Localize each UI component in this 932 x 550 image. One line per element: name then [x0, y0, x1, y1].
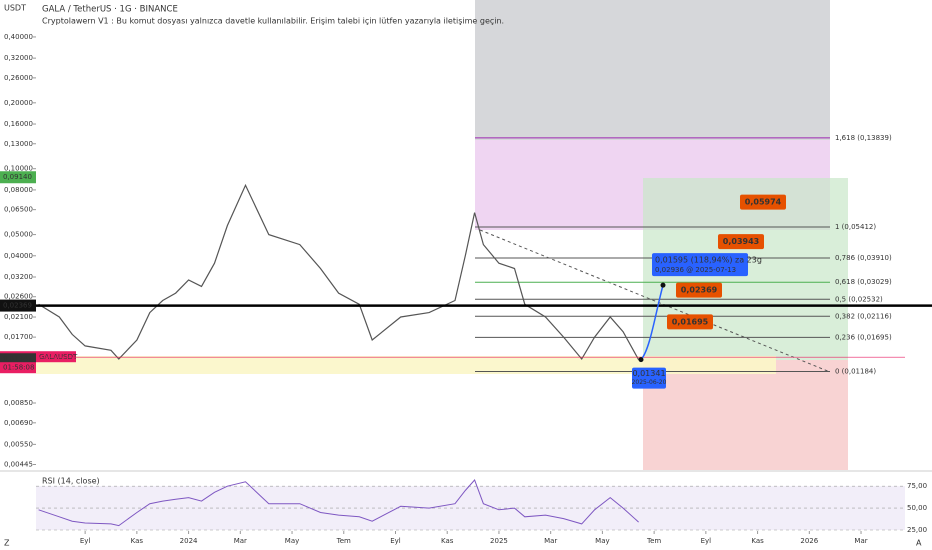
x-tick-label: Tem [646, 537, 661, 545]
fib-label: 0,382 (0,02116) [835, 312, 892, 320]
price-tag-label: 0,09140 [3, 173, 32, 181]
x-tick-label: Kas [751, 537, 764, 545]
target-label: 0,01695 [672, 317, 709, 326]
fib-label: 0 (0,01184) [835, 367, 876, 375]
projection-label: 0,01595 (118,94%) za 23g [655, 256, 762, 265]
target-box [740, 194, 786, 210]
corner-left: Z [4, 539, 10, 548]
y-tick-label: 0,05000 [4, 231, 33, 239]
x-tick-label: 2025 [490, 537, 508, 545]
start-date: 2025-06-20 [632, 379, 667, 386]
x-tick-label: Kas [131, 537, 144, 545]
y-tick-label: 0,01700 [4, 333, 33, 341]
countdown: 01:58:08 [3, 364, 34, 372]
y-tick-label: 0,04000 [4, 252, 33, 260]
target-label: 0,05974 [745, 198, 782, 207]
trend-line [479, 229, 831, 373]
chart-subtitle: Cryptolawern V1 : Bu komut dosyası yalnı… [42, 17, 504, 26]
target-box [676, 282, 722, 298]
target-label: 0,02369 [681, 286, 718, 295]
price-tag: 0,09140 [0, 171, 36, 184]
x-tick-label: Eyl [390, 537, 401, 545]
y-tick-label: 0,13000 [4, 140, 33, 148]
y-tick-label: 0,10000 [4, 165, 33, 173]
x-tick-label: May [595, 537, 609, 545]
rsi-title: RSI (14, close) [42, 477, 100, 486]
y-tick-label: 0,00850 [4, 399, 33, 407]
y-tick-label: 0,06500 [4, 206, 33, 214]
x-tick-label: Mar [544, 537, 557, 545]
y-tick-label: 0,02600 [4, 293, 33, 301]
rsi-tick-label: 25,00 [907, 526, 927, 534]
target-box [718, 234, 764, 250]
rsi-tick-label: 75,00 [907, 482, 927, 490]
y-tick-label: 0,40000 [4, 33, 33, 41]
zone-red [643, 360, 848, 470]
chart-title: GALA / TetherUS · 1G · BINANCE [42, 5, 178, 15]
rsi-tick-label: 50,00 [907, 504, 927, 512]
start-box [632, 367, 666, 389]
y-tick-label: 0,03200 [4, 273, 33, 281]
x-tick-label: May [285, 537, 299, 545]
price-tag-box [0, 299, 36, 312]
x-tick-label: Eyl [80, 537, 91, 545]
price-line [38, 183, 640, 361]
price-tag-label: 0,02369 [3, 302, 32, 310]
target-box [667, 314, 713, 330]
fib-label: 0,786 (0,03910) [835, 254, 892, 262]
fib-label: 0,236 (0,01695) [835, 333, 892, 341]
y-tick-label: 0,00550 [4, 440, 33, 448]
y-tick-label: 0,02100 [4, 313, 33, 321]
projection-path [640, 284, 664, 361]
price-tag: 0,02369 [0, 299, 36, 312]
projection-box [652, 253, 748, 277]
x-tick-label: Tem [336, 537, 351, 545]
x-tick-label: 2026 [800, 537, 818, 545]
zone-gray [475, 0, 830, 140]
fib-label: 1,618 (0,13839) [835, 134, 892, 142]
start-label: 0,01341 [632, 369, 665, 378]
projection-detail: 0,02936 @ 2025-07-13 [655, 266, 736, 274]
corner-right: A [916, 539, 922, 548]
y-tick-label: 0,32000 [4, 54, 33, 62]
fib-label: 1 (0,05412) [835, 223, 876, 231]
x-tick-label: Mar [854, 537, 867, 545]
countdown-box [0, 362, 36, 374]
x-tick-label: Eyl [701, 537, 712, 545]
projection-end [660, 282, 666, 288]
fib-label: 0,5 (0,02532) [835, 295, 883, 303]
price-tag-label: 0,01347 [3, 355, 32, 363]
target-label: 0,03943 [723, 237, 759, 246]
y-tick-label: 0,20000 [4, 99, 33, 107]
fib-label: 0,618 (0,03029) [835, 278, 892, 286]
rsi-line [38, 479, 639, 527]
y-tick-label: 0,00445 [4, 461, 33, 469]
x-tick-label: 2024 [180, 537, 198, 545]
y-tick-label: 0,26000 [4, 74, 33, 82]
x-tick-label: Kas [441, 537, 454, 545]
zone-yellow [36, 356, 776, 374]
price-tag-box [0, 171, 36, 184]
y-unit: USDT [4, 4, 26, 13]
y-tick-label: 0,08000 [4, 186, 33, 194]
x-tick-label: Mar [234, 537, 247, 545]
y-tick-label: 0,16000 [4, 120, 33, 128]
series-tag-box [36, 351, 76, 363]
projection-start [638, 357, 644, 363]
y-tick-label: 0,00690 [4, 419, 33, 427]
